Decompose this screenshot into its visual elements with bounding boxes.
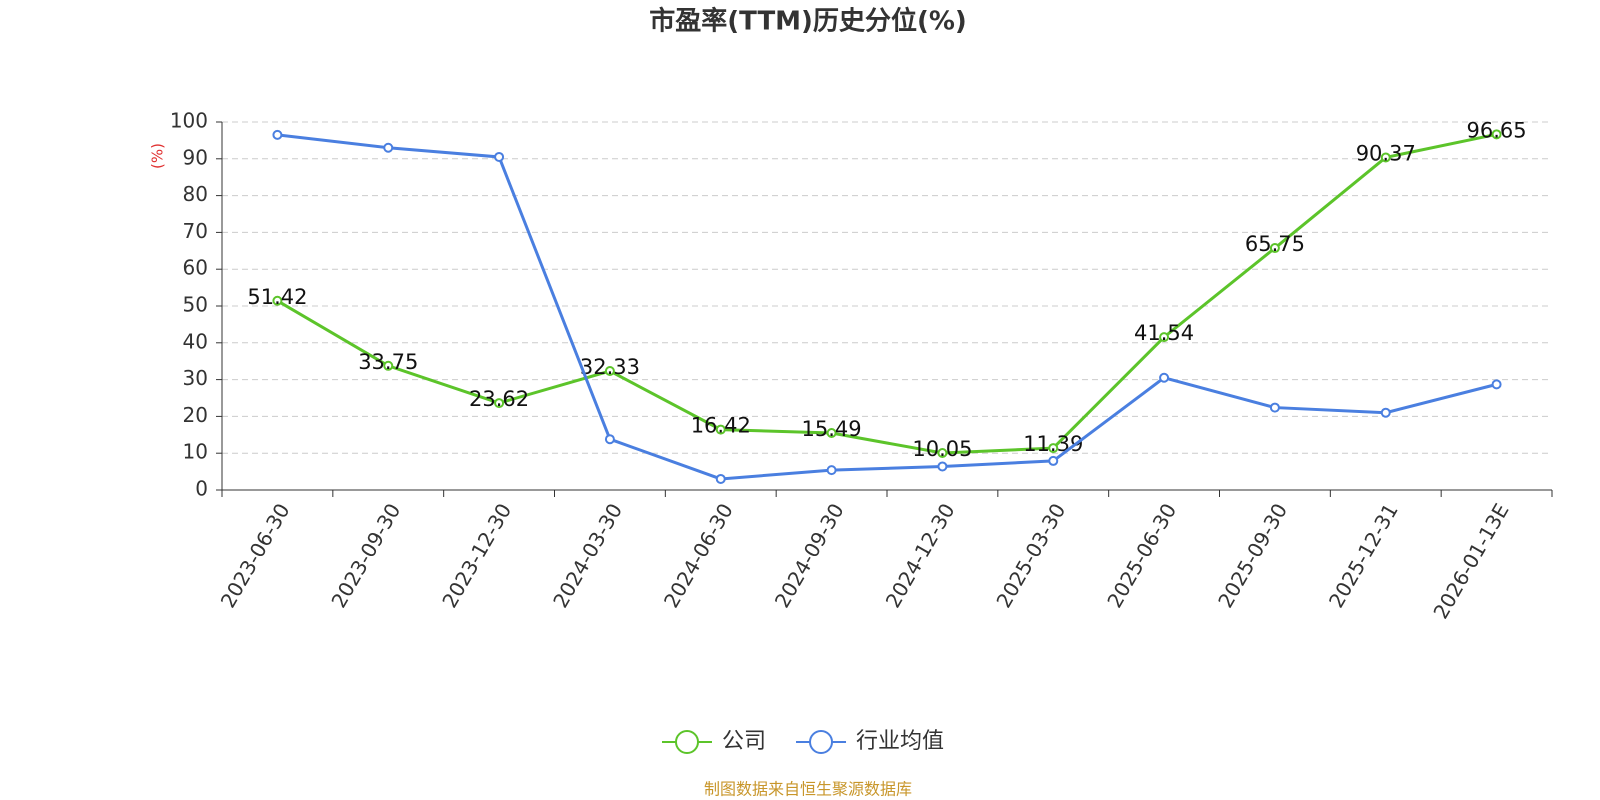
data-point [1048, 443, 1059, 454]
y-tick-label: 60 [183, 256, 208, 280]
data-point [826, 465, 837, 476]
data-point [383, 360, 394, 371]
data-label: 32.33 [580, 355, 640, 379]
data-label: 23.62 [469, 387, 529, 411]
chart-title: 市盈率(TTM)历史分位(%) [649, 6, 967, 37]
data-point [1159, 332, 1170, 343]
data-point [715, 473, 726, 484]
x-tick-label: 2025-03-30 [991, 499, 1070, 612]
data-point [1491, 379, 1502, 390]
data-point [494, 151, 505, 162]
data-point [1380, 152, 1391, 163]
y-tick-label: 10 [183, 440, 208, 464]
legend-label: 公司 [722, 729, 766, 754]
legend-marker [809, 730, 834, 754]
data-point [1491, 129, 1502, 140]
x-tick-label: 2023-12-30 [437, 499, 516, 612]
y-tick-label: 70 [183, 219, 208, 243]
data-point [1269, 402, 1280, 413]
data-label: 65.75 [1245, 232, 1305, 256]
data-point [1380, 407, 1391, 418]
data-point [715, 424, 726, 435]
data-point [604, 434, 615, 445]
data-label: 41.54 [1134, 321, 1194, 345]
y-tick-label: 40 [183, 329, 208, 353]
legend-label: 行业均值 [856, 729, 944, 754]
y-tick-label: 100 [170, 109, 208, 133]
data-label: 10.05 [912, 437, 972, 461]
data-point [604, 366, 615, 377]
y-tick-label: 50 [183, 293, 208, 317]
x-tick-label: 2025-09-30 [1213, 499, 1292, 612]
series-line [277, 133, 1497, 481]
data-point [1048, 455, 1059, 466]
data-label: 33.75 [358, 350, 418, 374]
x-tick-label: 2024-09-30 [770, 499, 849, 612]
x-tick-label: 2024-12-30 [881, 499, 960, 612]
x-tick-label: 2024-06-30 [659, 499, 738, 612]
x-tick-label: 2023-06-30 [216, 499, 295, 612]
y-tick-label: 20 [183, 403, 208, 427]
data-point [937, 448, 948, 459]
legend-marker [675, 730, 699, 754]
x-tick-label: 2026-01-13E [1428, 499, 1513, 623]
data-point [383, 142, 394, 153]
data-point [826, 427, 837, 438]
x-tick-label: 2023-09-30 [326, 499, 405, 612]
y-tick-label: 0 [195, 477, 208, 501]
y-tick-label: 30 [183, 366, 208, 390]
x-tick-label: 2025-06-30 [1102, 499, 1181, 612]
series-line [276, 132, 1497, 455]
data-point [494, 398, 505, 409]
y-tick-label: 90 [183, 145, 208, 169]
x-tick-label: 2024-03-30 [548, 499, 627, 612]
data-point [1269, 243, 1280, 254]
x-tick-label: 2025-12-31 [1324, 499, 1403, 612]
data-label: 96.65 [1467, 118, 1527, 142]
data-label: 51.42 [247, 285, 307, 309]
data-point [1159, 372, 1170, 383]
y-tick-label: 80 [183, 182, 208, 206]
data-point [937, 461, 948, 472]
y-axis-label: (%) [149, 143, 167, 169]
data-label: 15.49 [802, 417, 862, 441]
data-label: 16.42 [691, 414, 751, 438]
data-label: 90.37 [1356, 141, 1416, 165]
source-note: 制图数据来自恒生聚源数据库 [704, 780, 912, 799]
data-point [272, 295, 283, 306]
data-point [272, 129, 283, 140]
